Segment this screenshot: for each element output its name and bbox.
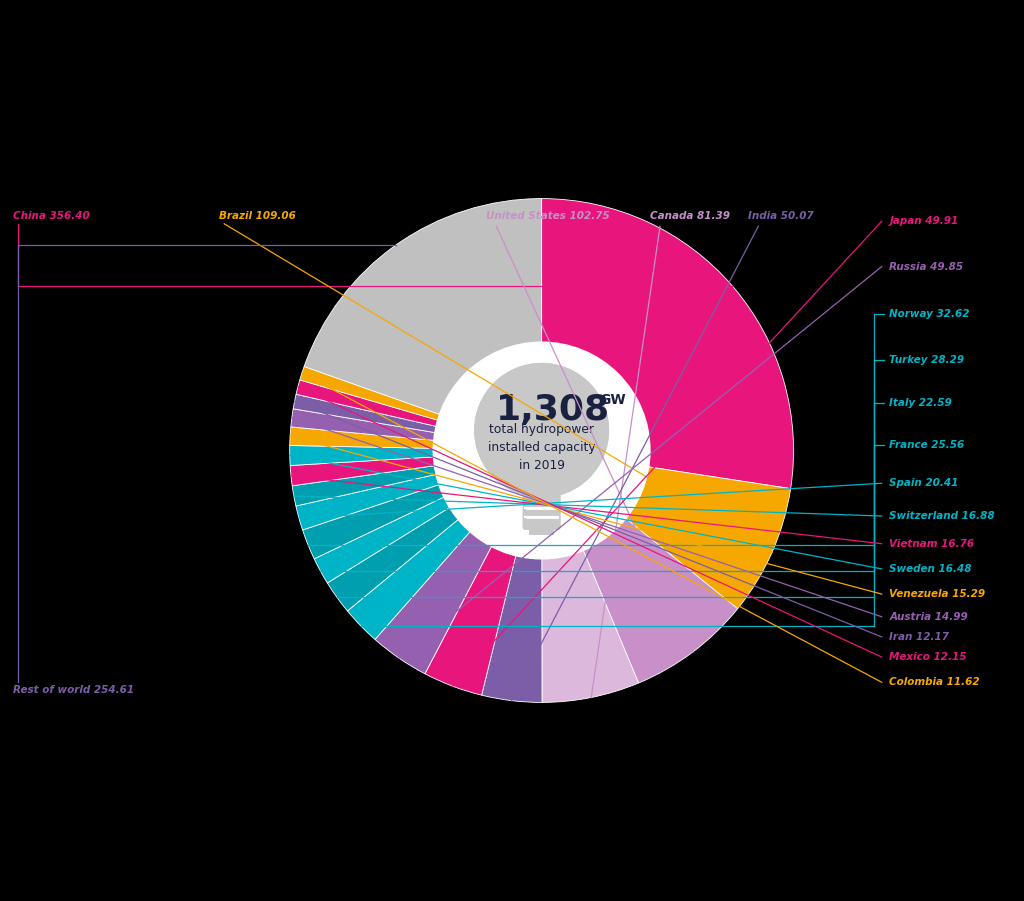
Circle shape xyxy=(434,343,648,558)
Text: United States 102.75: United States 102.75 xyxy=(486,211,610,222)
Text: Rest of world 254.61: Rest of world 254.61 xyxy=(12,685,134,695)
Bar xyxy=(529,529,554,535)
Wedge shape xyxy=(300,367,542,450)
Wedge shape xyxy=(542,450,737,683)
Wedge shape xyxy=(542,450,639,703)
Circle shape xyxy=(475,364,608,497)
Wedge shape xyxy=(542,198,794,488)
Text: Spain 20.41: Spain 20.41 xyxy=(889,478,958,488)
Text: Italy 22.59: Italy 22.59 xyxy=(889,397,952,407)
FancyBboxPatch shape xyxy=(522,492,560,530)
Wedge shape xyxy=(292,450,542,506)
Text: total hydropower
installed capacity
in 2019: total hydropower installed capacity in 2… xyxy=(487,423,595,472)
Wedge shape xyxy=(425,450,542,696)
Text: GW: GW xyxy=(600,393,627,407)
Text: Sweden 16.48: Sweden 16.48 xyxy=(889,564,972,574)
Text: India 50.07: India 50.07 xyxy=(749,211,814,222)
Text: France 25.56: France 25.56 xyxy=(889,441,965,450)
Text: Iran 12.17: Iran 12.17 xyxy=(889,632,949,642)
Wedge shape xyxy=(290,450,542,486)
Circle shape xyxy=(433,342,650,559)
Text: Brazil 109.06: Brazil 109.06 xyxy=(219,211,296,222)
Text: Japan 49.91: Japan 49.91 xyxy=(889,216,958,226)
Text: 1,308: 1,308 xyxy=(497,393,610,427)
Text: China 356.40: China 356.40 xyxy=(12,211,89,222)
Wedge shape xyxy=(302,450,542,559)
Wedge shape xyxy=(314,450,542,583)
Text: Austria 14.99: Austria 14.99 xyxy=(889,612,968,622)
Text: Venezuela 15.29: Venezuela 15.29 xyxy=(889,589,985,599)
Text: Vietnam 16.76: Vietnam 16.76 xyxy=(889,539,975,549)
Text: Norway 32.62: Norway 32.62 xyxy=(889,309,970,320)
Text: Colombia 11.62: Colombia 11.62 xyxy=(889,678,980,687)
Wedge shape xyxy=(328,450,542,611)
Text: Canada 81.39: Canada 81.39 xyxy=(650,211,730,222)
Text: Russia 49.85: Russia 49.85 xyxy=(889,261,964,271)
Wedge shape xyxy=(542,450,791,609)
Bar xyxy=(529,529,554,535)
Wedge shape xyxy=(375,450,542,674)
Wedge shape xyxy=(304,198,542,450)
Wedge shape xyxy=(296,380,542,450)
Wedge shape xyxy=(290,445,542,466)
Text: Switzerland 16.88: Switzerland 16.88 xyxy=(889,511,995,521)
Wedge shape xyxy=(347,450,542,640)
Wedge shape xyxy=(290,427,542,450)
FancyBboxPatch shape xyxy=(522,492,560,530)
Wedge shape xyxy=(291,409,542,450)
Circle shape xyxy=(475,364,608,497)
Wedge shape xyxy=(293,395,542,450)
Wedge shape xyxy=(481,450,542,703)
Text: Turkey 28.29: Turkey 28.29 xyxy=(889,355,965,365)
Wedge shape xyxy=(296,450,542,530)
Text: Mexico 12.15: Mexico 12.15 xyxy=(889,652,967,662)
